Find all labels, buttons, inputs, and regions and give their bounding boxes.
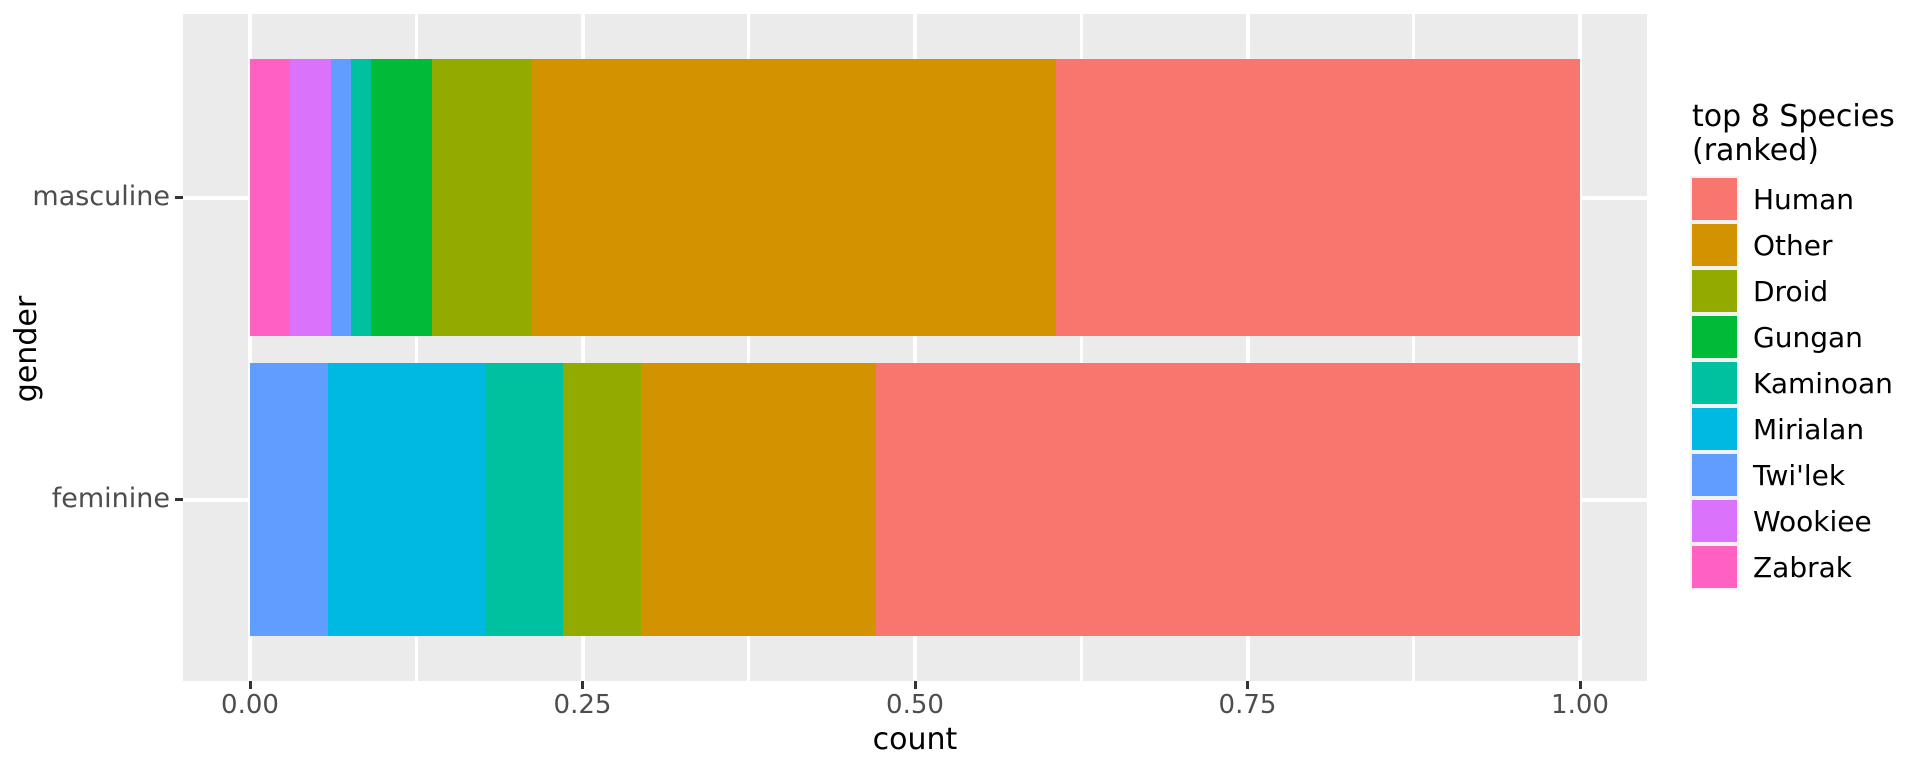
grid-minor-x: [1412, 14, 1416, 681]
bar-segment-human: [875, 363, 1580, 636]
bar-masculine: [250, 59, 1580, 336]
legend-swatch-twi-lek: [1690, 452, 1739, 498]
legend-item: Zabrak: [1690, 544, 1895, 590]
grid-major-x: [248, 14, 252, 681]
bar-segment-droid: [562, 363, 642, 636]
y-axis-title: gender: [9, 295, 44, 403]
legend-swatch-mirialan: [1690, 406, 1739, 452]
legend-swatch-zabrak: [1690, 544, 1739, 590]
x-tick-mark: [913, 681, 917, 689]
grid-major-x: [580, 14, 585, 681]
grid-major-x: [1245, 14, 1250, 681]
legend-item: Kaminoan: [1690, 360, 1895, 406]
category-label-feminine: feminine: [51, 482, 170, 514]
legend-item-label: Twi'lek: [1753, 458, 1846, 492]
x-axis-title: count: [872, 722, 958, 757]
legend-item: Wookiee: [1690, 498, 1895, 544]
x-tick-mark: [1246, 681, 1249, 689]
legend-swatch-other: [1690, 222, 1739, 268]
legend-item: Mirialan: [1690, 406, 1895, 452]
bar-segment-mirialan: [328, 363, 485, 636]
legend-item: Droid: [1690, 268, 1895, 314]
bar-segment-gungan: [371, 59, 432, 336]
legend-title-line: top 8 Species: [1692, 99, 1895, 134]
x-tick-label: 1.00: [1551, 690, 1609, 720]
grid-major-x: [913, 14, 917, 681]
grid-major-x: [1578, 14, 1582, 681]
bar-segment-twi-lek: [250, 363, 329, 636]
legend-item: Twi'lek: [1690, 452, 1895, 498]
bar-segment-human: [1056, 59, 1580, 336]
bar-segment-twi-lek: [330, 59, 351, 336]
bar-segment-other: [641, 363, 876, 636]
legend-item-label: Kaminoan: [1753, 366, 1893, 400]
legend-item-label: Wookiee: [1753, 504, 1872, 538]
legend-item: Other: [1690, 222, 1895, 268]
legend-item-label: Other: [1753, 228, 1833, 262]
category-label-masculine: masculine: [32, 180, 170, 212]
grid-minor-x: [1079, 14, 1083, 681]
legend-items: Human Other Droid Gungan Kaminoan Mirialan Twi…: [1690, 176, 1895, 590]
bar-segment-droid: [431, 59, 533, 336]
grid-minor-x: [747, 14, 751, 681]
y-tick-mark: [175, 498, 183, 501]
legend-title: top 8 Species (ranked): [1692, 100, 1895, 168]
x-tick-mark: [581, 681, 584, 689]
x-tick-label: 0.50: [886, 690, 944, 720]
legend-item-label: Zabrak: [1753, 550, 1852, 584]
legend-item-label: Gungan: [1753, 320, 1863, 354]
bar-segment-zabrak: [250, 59, 291, 336]
bar-feminine: [250, 363, 1580, 636]
legend-item-label: Human: [1753, 182, 1854, 216]
legend-swatch-kaminoan: [1690, 360, 1739, 406]
x-tick-label: 0.25: [553, 690, 612, 720]
legend-swatch-human: [1690, 176, 1739, 222]
bar-segment-kaminoan: [350, 59, 371, 336]
legend: top 8 Species (ranked) Human Other Droid Gun…: [1690, 100, 1895, 590]
y-tick-mark: [175, 196, 183, 199]
bar-segment-other: [532, 59, 1057, 336]
legend-swatch-wookiee: [1690, 498, 1739, 544]
legend-item: Human: [1690, 176, 1895, 222]
legend-item-label: Droid: [1753, 274, 1829, 308]
grid-minor-x: [414, 14, 418, 681]
x-tick-mark: [1578, 681, 1582, 689]
legend-title-line: (ranked): [1692, 133, 1819, 168]
legend-item-label: Mirialan: [1753, 412, 1865, 446]
x-tick-mark: [248, 681, 252, 689]
x-tick-label: 0.75: [1218, 690, 1277, 720]
bar-segment-kaminoan: [484, 363, 563, 636]
x-tick-label: 0.00: [221, 690, 279, 720]
bar-segment-wookiee: [290, 59, 331, 336]
legend-swatch-droid: [1690, 268, 1739, 314]
plot-panel: [183, 14, 1647, 681]
legend-item: Gungan: [1690, 314, 1895, 360]
legend-swatch-gungan: [1690, 314, 1739, 360]
